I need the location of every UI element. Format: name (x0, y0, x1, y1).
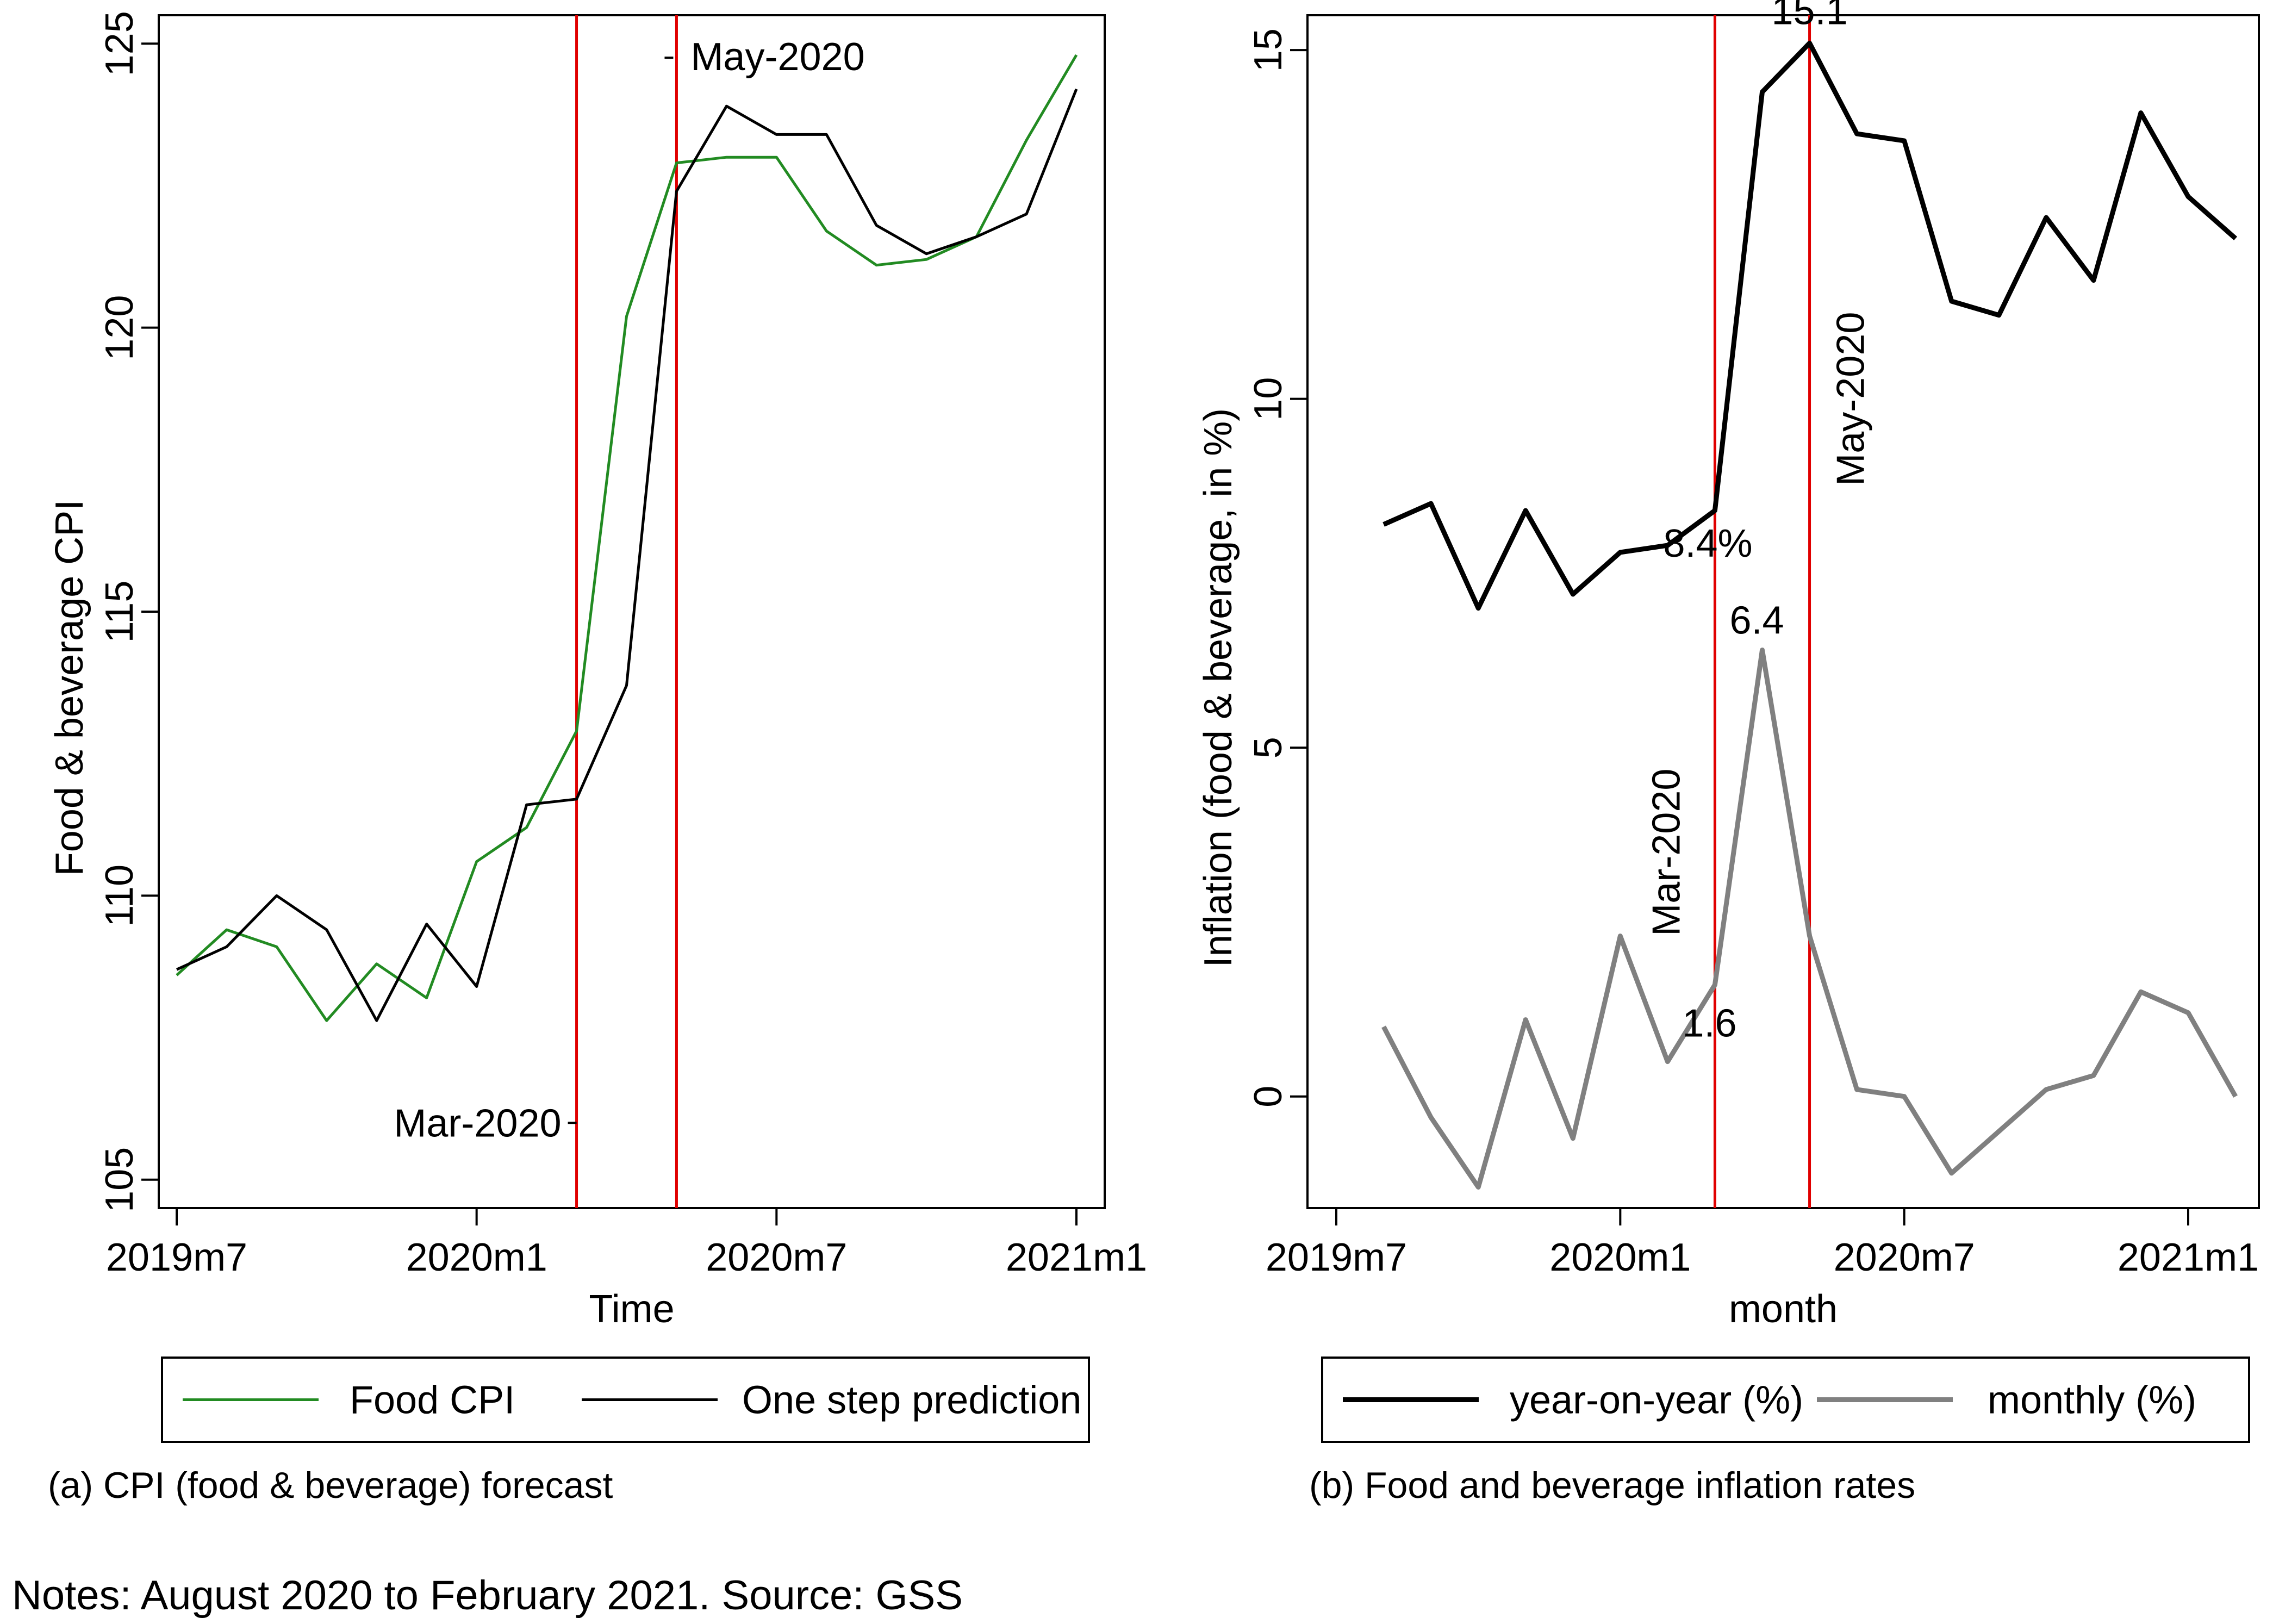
series-line-year-on-year- (1383, 40, 2238, 611)
annotation-may-2020: May-2020 (1829, 312, 1873, 486)
x-tick-label-a: 2020m7 (706, 1236, 847, 1279)
y-tick-label-b: 5 (1247, 737, 1290, 758)
y-tick-label-a: 115 (98, 581, 141, 643)
x-tick-label-b: 2019m7 (1266, 1236, 1407, 1279)
data-label: 6.4 (1729, 599, 1784, 643)
data-label: 15.1 (1771, 0, 1847, 33)
x-tick-label-a: 2021m1 (1006, 1236, 1147, 1279)
plot-frame-a (158, 14, 1106, 1209)
panel-b: 0 5 10 15 2019m7 2020m1 2020m7 2021m1 month Infla… (1197, 0, 2260, 1443)
legend-label: monthly (%) (1988, 1379, 2196, 1422)
y-tick-label-b: 15 (1247, 28, 1290, 72)
notes: Notes: August 2020 to February 2021. Sou… (12, 1572, 963, 1619)
x-tick-label-a: 2020m1 (406, 1236, 547, 1279)
annotation-mar-2020: Mar-2020 (394, 1102, 561, 1145)
y-tick-label-a: 110 (98, 864, 141, 927)
legend-box-a (161, 1357, 1090, 1443)
annotation-mar-2020: Mar-2020 (1645, 769, 1688, 936)
y-axis-title-a: Food & beverage CPI (48, 500, 91, 876)
plot-frame-b (1306, 14, 2260, 1209)
data-label: 1.6 (1682, 1001, 1736, 1045)
x-tick-label-a: 2019m7 (106, 1236, 247, 1279)
x-tick-label-b: 2020m1 (1549, 1236, 1691, 1279)
legend-label: Food CPI (350, 1379, 515, 1422)
y-tick-label-a: 105 (98, 1147, 141, 1212)
y-tick-label-a: 125 (98, 11, 141, 76)
y-axis-title-b: Inflation (food & beverage, in %) (1197, 408, 1240, 968)
y-tick-label-b: 0 (1247, 1086, 1290, 1107)
data-label: 8.4% (1663, 522, 1752, 565)
y-tick-label-a: 120 (98, 295, 141, 360)
annotation-may-2020: May-2020 (690, 35, 864, 79)
series-line-one-step-prediction (176, 88, 1078, 1022)
caption-b: (b) Food and beverage inflation rates (1309, 1465, 1915, 1506)
x-axis-title-b: month (1729, 1287, 1838, 1331)
x-tick-label-b: 2020m7 (1834, 1236, 1975, 1279)
legend-label: One step prediction (742, 1379, 1081, 1422)
legend-label: year-on-year (%) (1510, 1379, 1803, 1422)
series-line-food-cpi (176, 54, 1078, 1022)
legend-box-b (1321, 1357, 2250, 1443)
x-tick-label-b: 2021m1 (2118, 1236, 2259, 1279)
series-line-monthly- (1381, 648, 2238, 1190)
y-tick-label-b: 10 (1247, 377, 1290, 421)
x-axis-title-a: Time (589, 1287, 674, 1331)
panel-a: 105 110 115 120 125 2019m7 2020m1 2020m7 2021m1 T… (48, 11, 1147, 1443)
caption-a: (a) CPI (food & beverage) forecast (48, 1465, 613, 1506)
